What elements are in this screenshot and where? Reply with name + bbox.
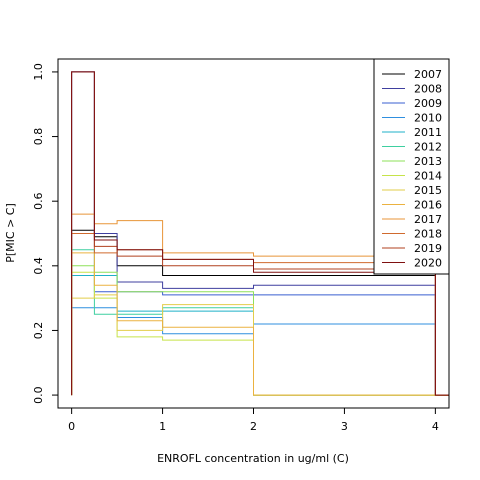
x-tick-label: 3: [341, 420, 348, 433]
x-tick-label: 1: [159, 420, 166, 433]
legend-label-2011: 2011: [414, 126, 442, 139]
x-axis-title: ENROFL concentration in ug/ml (C): [157, 452, 349, 465]
y-axis: 0.0 0.2 0.4 0.6 0.8 1.0: [32, 63, 59, 404]
legend-label-2016: 2016: [414, 199, 442, 212]
legend-label-2019: 2019: [414, 242, 442, 255]
legend-label-2010: 2010: [414, 112, 442, 125]
y-tick-label: 1.0: [32, 63, 45, 81]
legend-label-2013: 2013: [414, 155, 442, 168]
legend-box: [373, 58, 450, 275]
y-tick-label: 0.0: [32, 386, 45, 404]
legend-label-2014: 2014: [414, 170, 442, 183]
legend-label-2007: 2007: [414, 68, 442, 81]
legend-label-2008: 2008: [414, 83, 442, 96]
y-tick-label: 0.6: [32, 192, 45, 210]
legend-label-2012: 2012: [414, 141, 442, 154]
y-tick-label: 0.2: [32, 322, 45, 340]
legend-label-2015: 2015: [414, 184, 442, 197]
legend-label-2017: 2017: [414, 213, 442, 226]
y-tick-label: 0.4: [32, 257, 45, 275]
x-tick-label: 0: [68, 420, 75, 433]
y-axis-title: P[MIC > C]: [4, 203, 17, 263]
series-line-2011: [71, 275, 449, 396]
legend-label-2018: 2018: [414, 228, 442, 241]
series-line-2014: [71, 271, 449, 396]
series-line-2015: [71, 294, 449, 396]
x-tick-label: 2: [250, 420, 257, 433]
legend-label-2009: 2009: [414, 97, 442, 110]
series-line-2016: [71, 252, 449, 396]
x-axis: 0 1 2 3 4: [68, 407, 439, 433]
legend-label-2020: 2020: [414, 257, 442, 270]
y-tick-label: 0.8: [32, 128, 45, 146]
x-tick-label: 4: [432, 420, 439, 433]
